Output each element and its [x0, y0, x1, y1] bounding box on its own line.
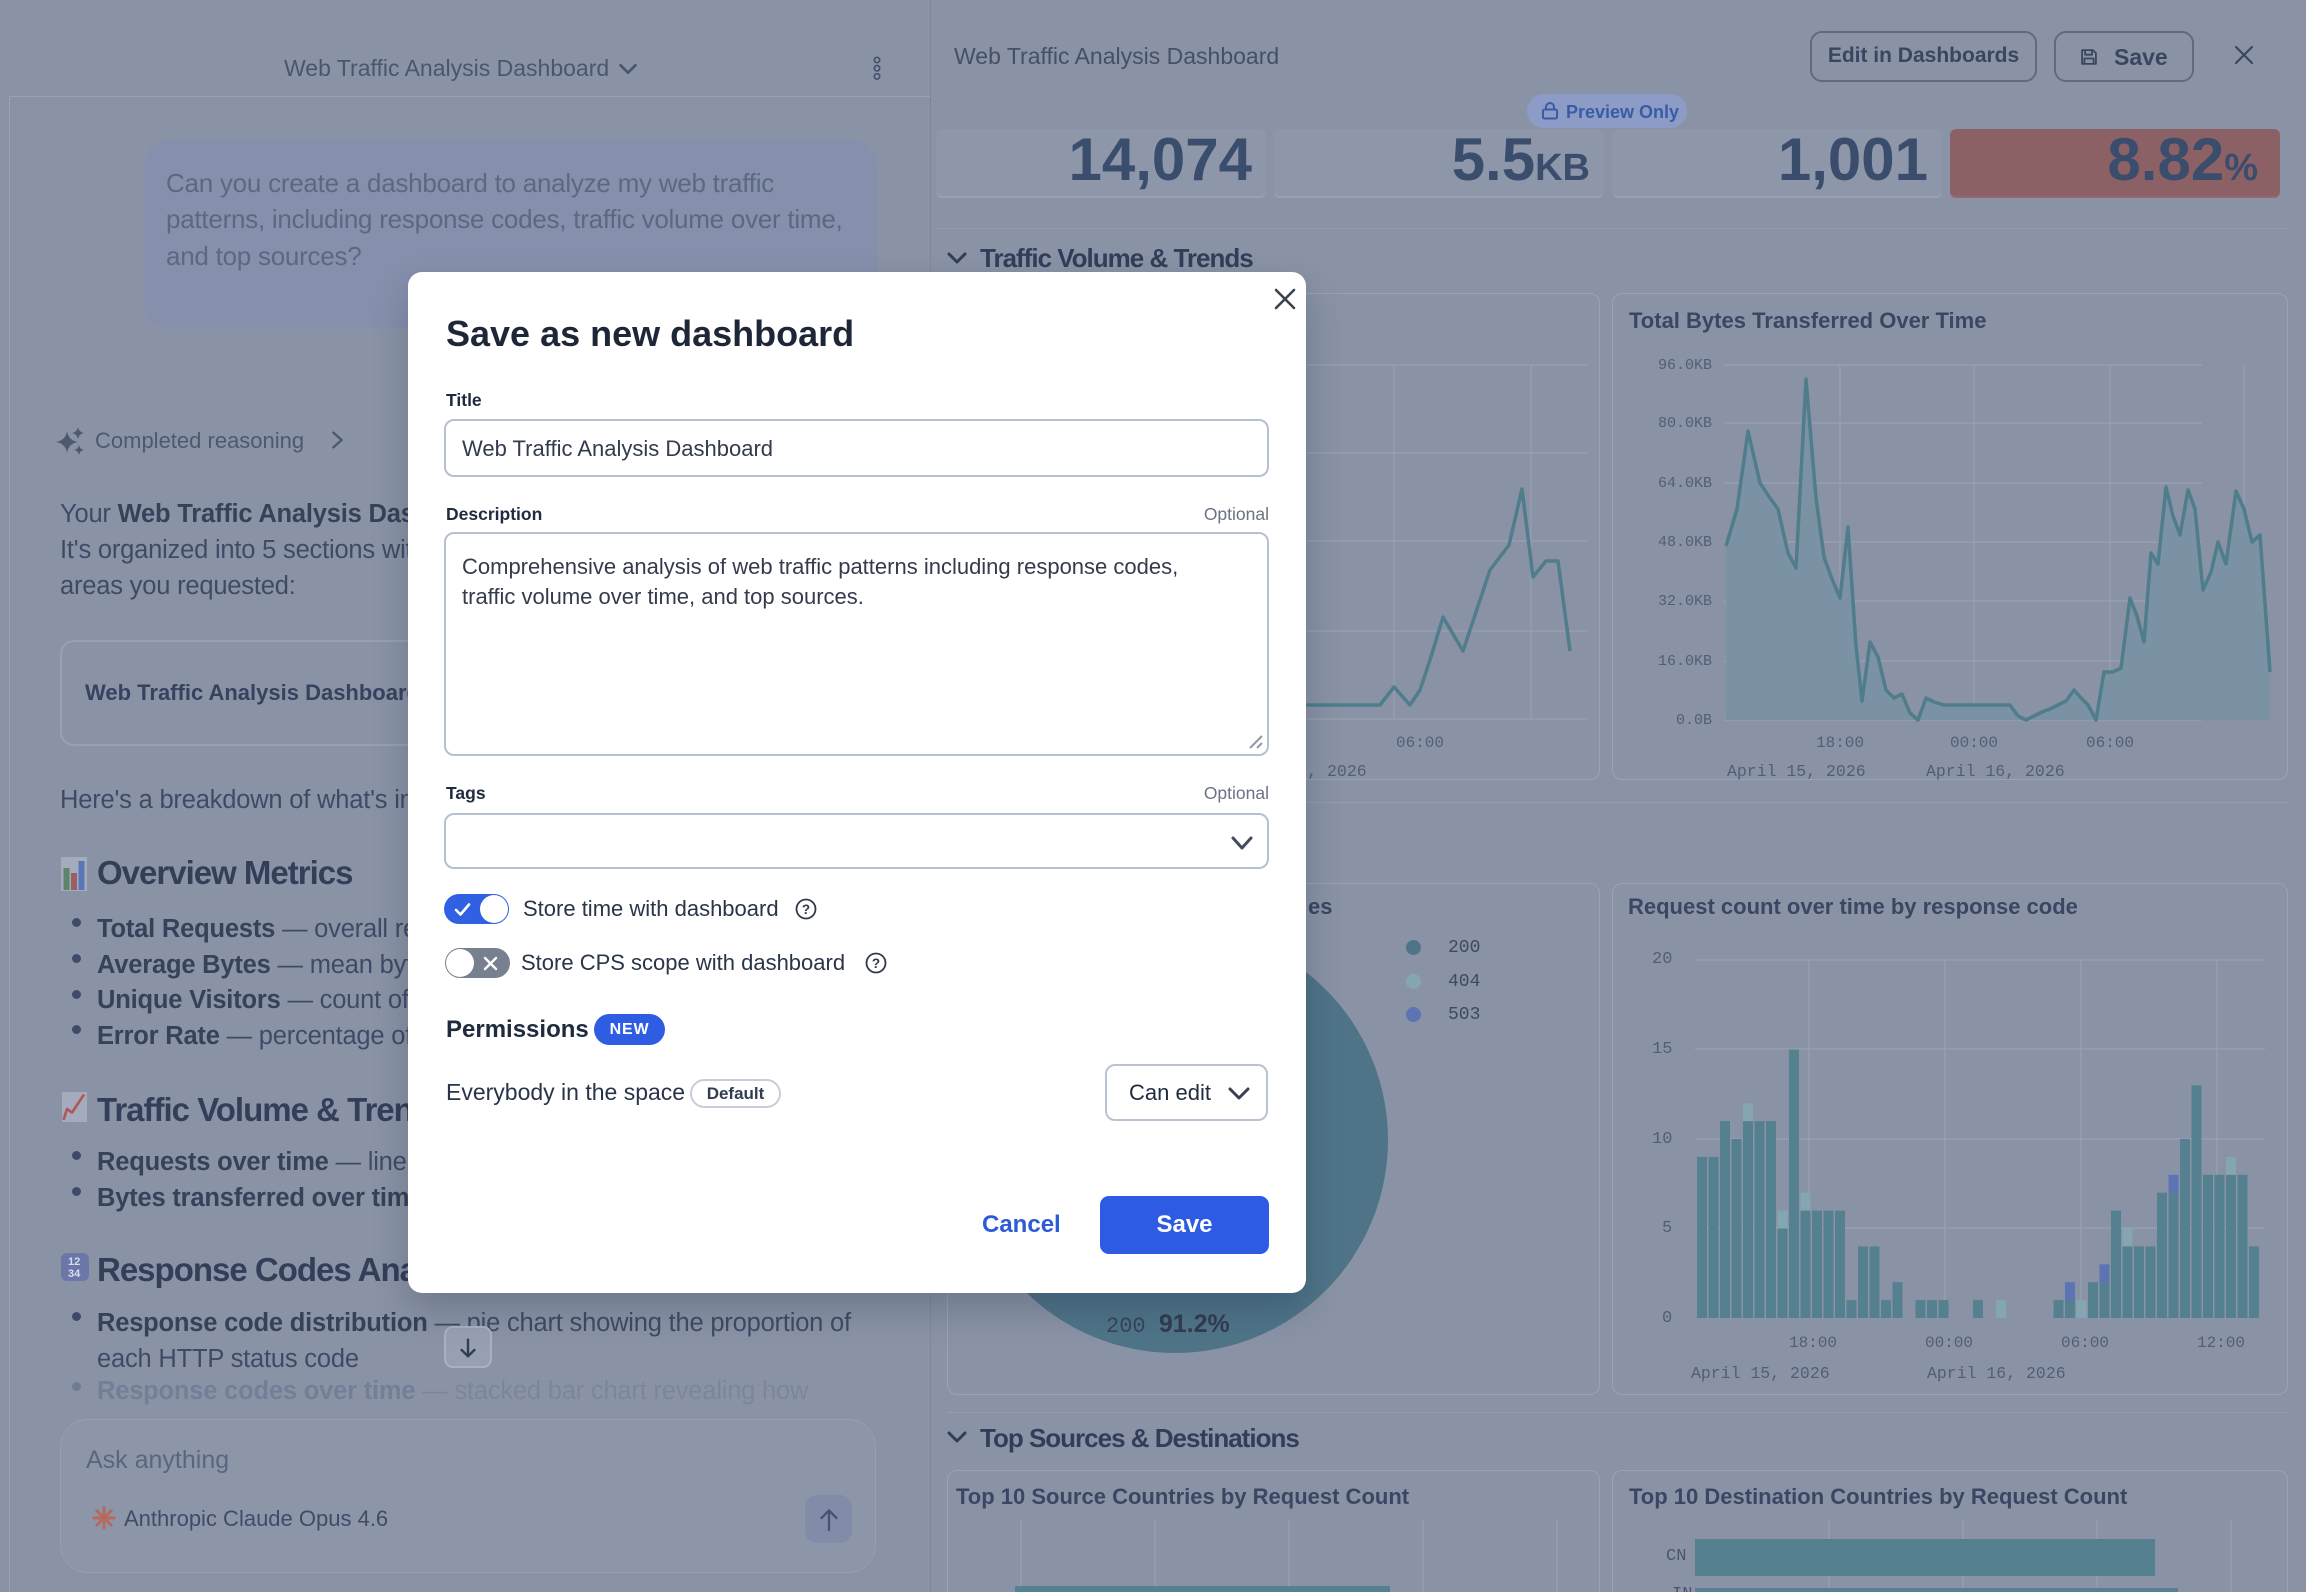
- svg-text:34: 34: [68, 1268, 81, 1280]
- svg-text:?: ?: [802, 902, 810, 917]
- svg-text:?: ?: [872, 956, 880, 971]
- svg-text:12: 12: [68, 1256, 80, 1268]
